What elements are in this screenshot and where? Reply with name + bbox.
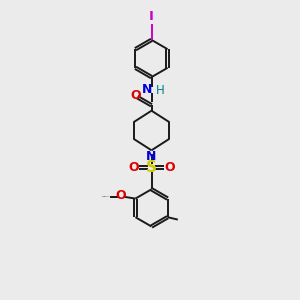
Text: O: O (128, 161, 139, 174)
Text: methoxy: methoxy (103, 196, 110, 197)
Text: O: O (164, 161, 175, 174)
Text: O: O (131, 89, 141, 102)
Text: S: S (146, 160, 157, 175)
Text: O: O (116, 189, 126, 203)
Text: I: I (149, 10, 154, 22)
Text: N: N (142, 83, 152, 96)
Text: OCH₃: OCH₃ (102, 196, 105, 197)
Text: H: H (155, 84, 164, 97)
Text: N: N (146, 150, 157, 163)
